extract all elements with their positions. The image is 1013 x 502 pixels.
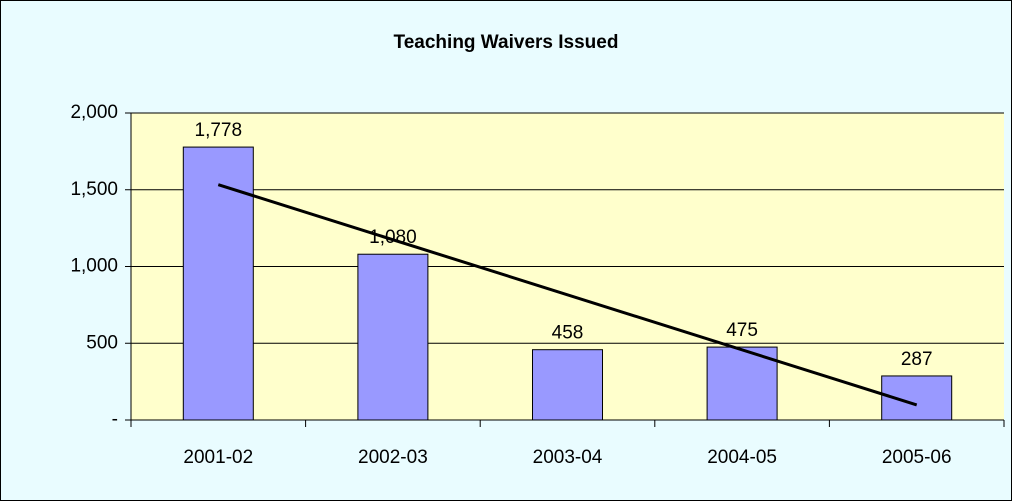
bar — [532, 349, 603, 421]
x-tick-label: 2002-03 — [358, 447, 428, 468]
trendline — [217, 183, 918, 407]
data-label: 475 — [726, 320, 758, 341]
bar — [706, 346, 778, 421]
x-tick-label: 2001-02 — [183, 447, 253, 468]
y-tick-label: 500 — [86, 332, 118, 353]
data-label: 287 — [901, 349, 933, 370]
y-tick-label: 2,000 — [70, 102, 118, 123]
y-tick-label: 1,500 — [70, 179, 118, 200]
chart-title: Teaching Waivers Issued — [394, 32, 619, 53]
y-tick-label: - — [112, 409, 118, 430]
bar — [182, 146, 254, 421]
bar — [357, 253, 429, 421]
data-label: 458 — [552, 323, 584, 344]
x-tick-label: 2003-04 — [533, 447, 603, 468]
data-label: 1,778 — [195, 120, 243, 141]
y-tick-label: 1,000 — [70, 256, 118, 277]
x-tick-label: 2004-05 — [707, 447, 777, 468]
x-tick-label: 2005-06 — [882, 447, 952, 468]
